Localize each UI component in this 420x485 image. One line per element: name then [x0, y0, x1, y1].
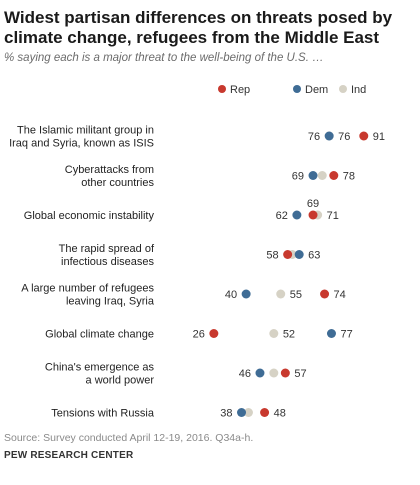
data-label-dem: 69: [292, 171, 304, 183]
data-label-dem: 38: [220, 408, 232, 420]
category-label: A large number of refugees leaving Iraq, …: [21, 283, 155, 308]
dot-dem: [326, 329, 336, 338]
category-label: The rapid spread of infectious diseases: [59, 243, 155, 268]
data-label-dem: 46: [239, 368, 251, 380]
data-label-ind: 55: [290, 289, 302, 301]
data-label-ind: 71: [327, 210, 339, 222]
dot-dem: [294, 250, 304, 259]
legend-swatch-rep: [218, 85, 226, 93]
chart-title: Widest partisan differences on threats p…: [4, 8, 393, 47]
legend-label-ind: Ind: [351, 84, 366, 96]
legend-swatch-dem: [293, 85, 301, 93]
dot-rep: [280, 368, 290, 378]
dot-dem: [237, 408, 247, 417]
data-label-rep: 69: [307, 198, 319, 210]
legend-swatch-ind: [339, 85, 347, 93]
dot-rep: [308, 210, 318, 220]
dot-dem: [255, 368, 265, 378]
dot-rep: [283, 250, 293, 259]
category-label: The Islamic militant group in Iraq and Sy…: [9, 125, 154, 150]
dot-ind: [269, 368, 279, 378]
dot-dem: [324, 131, 334, 141]
data-label-dem: 40: [225, 289, 237, 301]
dot-rep: [320, 289, 330, 299]
dot-dem: [308, 171, 318, 180]
dot-ind: [269, 329, 279, 338]
data-label-rep: 26: [193, 329, 205, 341]
data-label-dem: 63: [308, 250, 320, 262]
data-label-rep: 57: [294, 368, 306, 380]
chart-subtitle: % saying each is a major threat to the w…: [4, 52, 324, 64]
dot-dem: [292, 210, 302, 220]
data-label-dem: 77: [340, 329, 352, 341]
legend-label-dem: Dem: [305, 84, 328, 96]
data-label-rep: 74: [334, 289, 346, 301]
data-label-rep: 58: [266, 250, 278, 262]
category-label: Cyberattacks from other countries: [65, 164, 155, 189]
dot-ind: [276, 289, 286, 299]
dot-rep: [329, 171, 339, 180]
brand-name: PEW RESEARCH CENTER: [4, 450, 134, 461]
dot-rep: [260, 408, 270, 417]
data-label-ind: 52: [283, 329, 295, 341]
category-label: Global economic instability: [24, 210, 155, 222]
data-label-ind: 76: [338, 131, 350, 143]
category-label: Tensions with Russia: [51, 408, 155, 420]
legend-label-rep: Rep: [230, 84, 250, 96]
data-label-dem: 62: [276, 210, 288, 222]
category-label: Global climate change: [45, 329, 154, 341]
dot-ind: [317, 171, 327, 180]
data-label-rep: 48: [274, 408, 286, 420]
dot-dem: [241, 289, 251, 299]
dot-ind: [243, 408, 253, 417]
category-label: China's emergence as a world power: [45, 362, 155, 387]
dot-plot-chart: Rep Dem Ind The Islamic militant group in Ir…: [9, 84, 385, 420]
source-note: Source: Survey conducted April 12-19, 20…: [4, 432, 254, 444]
data-label-dem: 76: [308, 131, 320, 143]
data-label-rep: 78: [343, 171, 355, 183]
dot-rep: [209, 329, 219, 338]
dot-rep: [359, 131, 369, 141]
data-label-rep: 91: [373, 131, 385, 143]
